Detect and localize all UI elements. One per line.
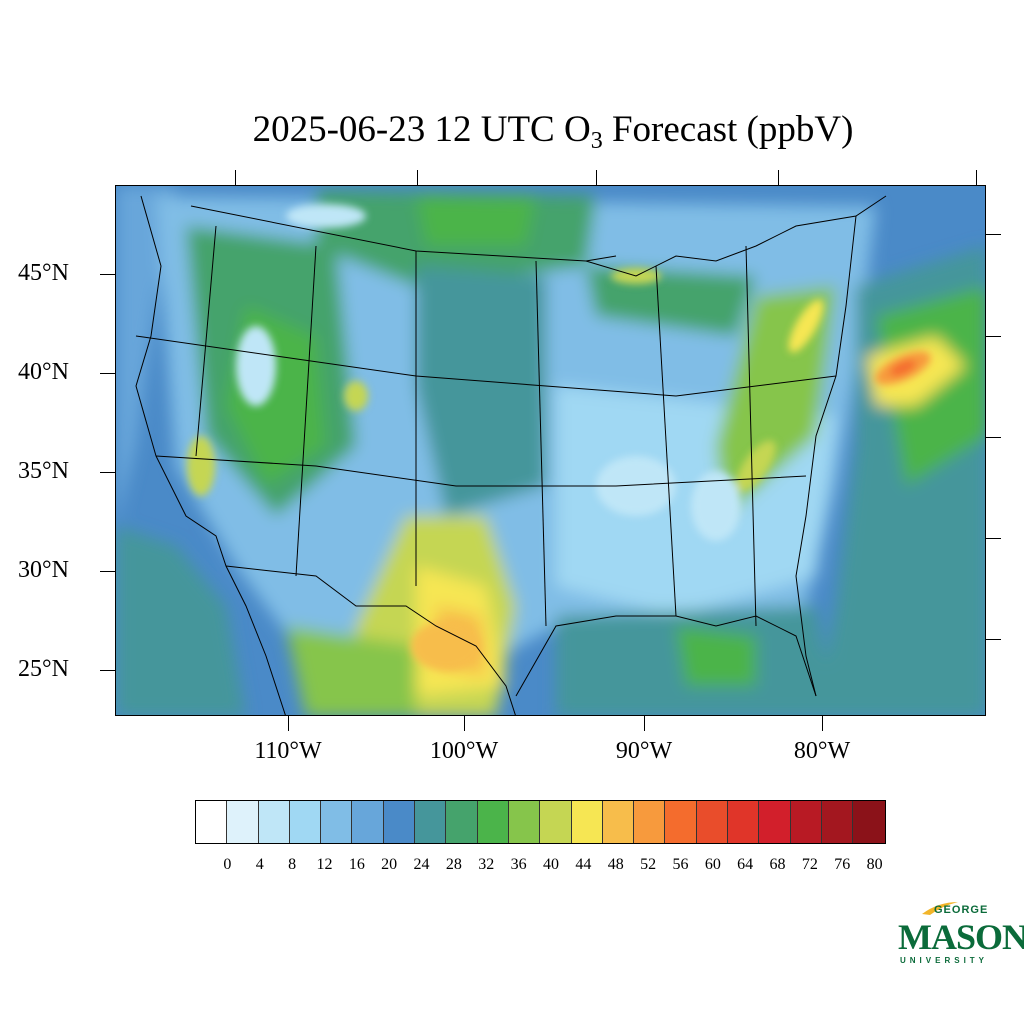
map-title: 2025-06-23 12 UTC O3 Forecast (ppbV) xyxy=(0,108,1024,155)
top-tick-2 xyxy=(417,170,418,185)
colorbar-swatch xyxy=(790,801,822,843)
colorbar-swatch xyxy=(321,801,353,843)
swoosh-icon xyxy=(922,902,958,915)
colorbar-swatch xyxy=(821,801,854,843)
colorbar-swatch xyxy=(258,801,290,843)
colorbar-tick-label: 56 xyxy=(672,856,689,873)
right-tick-2 xyxy=(986,336,1001,337)
colorbar-swatch xyxy=(696,801,729,843)
lon-label-90: 90°W xyxy=(615,738,673,764)
colorbar-tick-label: 20 xyxy=(381,856,398,873)
lon-label-100: 100°W xyxy=(429,738,499,764)
gmu-logo: GEORGE MASON UNIVERSITY xyxy=(896,900,1024,970)
colorbar-swatch xyxy=(602,801,635,843)
colorbar-tick-label: 68 xyxy=(769,856,786,873)
top-tick-5 xyxy=(976,170,977,185)
lat-label-40: 40°N xyxy=(18,359,69,385)
colorbar-tick-label: 64 xyxy=(737,856,754,873)
top-tick-4 xyxy=(778,170,779,185)
colorbar-swatch xyxy=(415,801,447,843)
colorbar-swatch xyxy=(227,801,259,843)
lat-tick-35 xyxy=(100,472,115,473)
colorbar-tick-label: 60 xyxy=(704,856,721,873)
colorbar-tick-label: 28 xyxy=(445,856,462,873)
colorbar-tick-label: 0 xyxy=(223,856,232,873)
lat-label-30: 30°N xyxy=(18,557,69,583)
right-tick-4 xyxy=(986,538,1001,539)
colorbar-swatch xyxy=(759,801,791,843)
colorbar-tick-label: 8 xyxy=(288,856,297,873)
ozone-colorbar xyxy=(195,800,886,844)
colorbar-tick-label: 12 xyxy=(316,856,333,873)
colorbar-swatch xyxy=(540,801,572,843)
colorbar-tick-label: 80 xyxy=(866,856,883,873)
colorbar-tick-label: 16 xyxy=(348,856,365,873)
lat-tick-45 xyxy=(100,274,115,275)
colorbar-swatch xyxy=(665,801,697,843)
colorbar-swatch xyxy=(508,801,541,843)
title-suffix: Forecast (ppbV) xyxy=(602,109,854,150)
colorbar-tick-label: 48 xyxy=(607,856,624,873)
colorbar-swatch xyxy=(728,801,760,843)
lat-label-25: 25°N xyxy=(18,656,69,682)
ozone-forecast-map xyxy=(115,185,986,716)
lon-tick-80 xyxy=(822,716,823,731)
right-tick-1 xyxy=(986,234,1001,235)
title-prefix: 2025-06-23 12 UTC O xyxy=(252,109,591,150)
lat-label-45: 45°N xyxy=(18,260,69,286)
colorbar-swatch xyxy=(196,801,228,843)
right-tick-3 xyxy=(986,437,1001,438)
colorbar-swatch xyxy=(477,801,509,843)
coastline-and-borders xyxy=(135,195,887,715)
colorbar-tick-label: 72 xyxy=(801,856,818,873)
colorbar-swatch xyxy=(352,801,384,843)
colorbar-tick-label: 52 xyxy=(640,856,657,873)
colorbar-swatch xyxy=(634,801,666,843)
lon-tick-110 xyxy=(288,716,289,731)
colorbar-labels: 0 4 8 12 16 20 24 28 32 36 40 44 48 52 56 60 64 68 72 76 80 xyxy=(195,856,907,876)
colorbar-tick-label: 76 xyxy=(834,856,851,873)
lat-tick-40 xyxy=(100,373,115,374)
lon-tick-100 xyxy=(464,716,465,731)
logo-mason: MASON xyxy=(898,917,1024,957)
lon-label-110: 110°W xyxy=(254,738,322,764)
colorbar-swatch xyxy=(446,801,478,843)
lat-tick-25 xyxy=(100,670,115,671)
colorbar-tick-label: 36 xyxy=(510,856,527,873)
logo-george: GEORGE xyxy=(934,904,989,916)
colorbar-swatch xyxy=(571,801,603,843)
colorbar-swatch xyxy=(289,801,322,843)
colorbar-tick-label: 4 xyxy=(255,856,264,873)
lon-tick-90 xyxy=(644,716,645,731)
title-subscript: 3 xyxy=(590,128,603,154)
colorbar-tick-label: 24 xyxy=(413,856,430,873)
right-tick-5 xyxy=(986,639,1001,640)
colorbar-swatch xyxy=(383,801,416,843)
lat-label-35: 35°N xyxy=(18,458,69,484)
colorbar-tick-label: 40 xyxy=(543,856,559,873)
colorbar-tick-label: 32 xyxy=(478,856,495,873)
colorbar-swatch xyxy=(853,801,885,843)
ozone-field-svg xyxy=(116,186,985,715)
lat-tick-30 xyxy=(100,571,115,572)
top-tick-1 xyxy=(235,170,236,185)
colorbar-tick-label: 44 xyxy=(575,856,592,873)
lon-label-80: 80°W xyxy=(793,738,851,764)
top-tick-3 xyxy=(596,170,597,185)
logo-university: UNIVERSITY xyxy=(900,956,989,965)
